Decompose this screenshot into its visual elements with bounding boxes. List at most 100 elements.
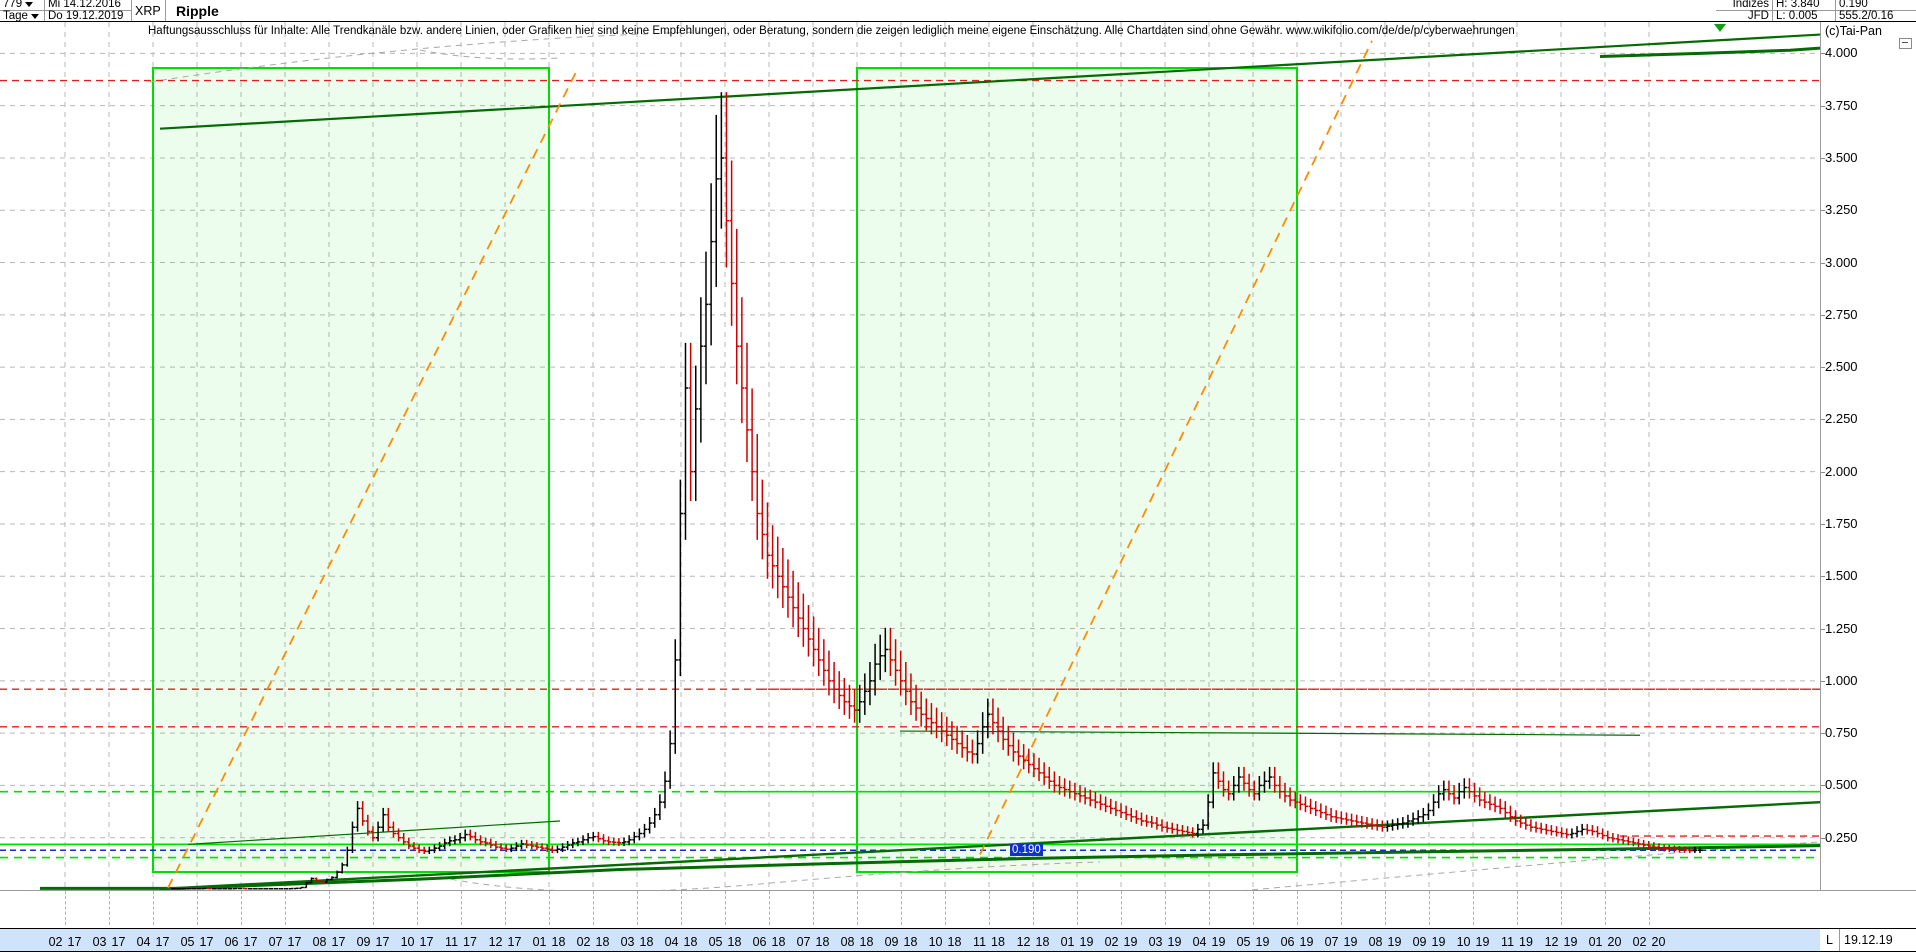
- time-tick-label: 10 19: [1456, 935, 1490, 949]
- time-tick-label: 06 19: [1280, 935, 1314, 949]
- time-tick-label: 11 19: [1501, 935, 1533, 949]
- price-tick-label: 3.000: [1825, 254, 1858, 270]
- time-tick-label: 08 17: [312, 935, 346, 949]
- time-tick-label: 04 17: [136, 935, 170, 949]
- time-tick-label: 02 17: [48, 935, 82, 949]
- last-date-label: 19.12.19: [1844, 933, 1893, 947]
- time-tick-mark: [1561, 891, 1563, 925]
- time-axis-corner: L 19.12.19: [1820, 890, 1916, 952]
- price-tick-label: 3.750: [1825, 97, 1858, 113]
- time-tick-mark: [1385, 891, 1387, 925]
- low-value: L: 0.005: [1776, 9, 1818, 22]
- time-tick-label: 12 17: [488, 935, 522, 949]
- time-tick-mark: [549, 891, 551, 925]
- time-tick-mark: [901, 891, 903, 925]
- price-tick-mark: [1821, 523, 1825, 525]
- time-tick-mark: [1649, 891, 1651, 925]
- price-tick-mark: [1821, 314, 1825, 316]
- page-title: Ripple: [166, 0, 1716, 21]
- price-axis[interactable]: (c)Tai-Pan 4.000 3.750 3.500 3.250 3.000 2.75…: [1820, 22, 1916, 890]
- time-tick-mark: [329, 891, 331, 925]
- time-tick-label: 03 19: [1148, 935, 1182, 949]
- time-tick-mark: [1253, 891, 1255, 925]
- time-tick-label: 01 19: [1060, 935, 1094, 949]
- symbol-cell[interactable]: XRP: [132, 0, 166, 21]
- time-tick-mark: [1473, 891, 1475, 925]
- time-tick-label: 08 18: [840, 935, 874, 949]
- period-unit-row[interactable]: Tage: [0, 9, 44, 22]
- symbol-label: XRP: [135, 3, 161, 18]
- time-axis-corner-band: L 19.12.19: [1820, 928, 1916, 952]
- price-tick-label: 3.500: [1825, 149, 1858, 165]
- price-tick-label: 0.750: [1825, 725, 1858, 741]
- time-tick-label: 06 18: [752, 935, 786, 949]
- time-axis-band[interactable]: 02 17 03 17 04 17 05 17 06 17 07 17 08 17 09 17 10 17 11 17…: [0, 928, 1820, 952]
- time-tick-mark: [769, 891, 771, 925]
- time-tick-label: 09 17: [356, 935, 390, 949]
- data-source: Indizes JFD: [1716, 0, 1773, 21]
- time-tick-mark: [681, 891, 683, 925]
- time-tick-mark: [109, 891, 111, 925]
- log-scale-button[interactable]: L: [1820, 929, 1840, 951]
- high-value: H: 3.840: [1773, 0, 1835, 11]
- time-tick-label: 02 18: [576, 935, 610, 949]
- date-from: Mi 14.12.2016: [45, 0, 131, 11]
- chevron-down-icon[interactable]: [30, 13, 39, 19]
- price-tick-mark: [1821, 785, 1825, 787]
- price-tick-mark: [1821, 733, 1825, 735]
- time-tick-mark: [989, 891, 991, 925]
- time-tick-mark: [505, 891, 507, 925]
- time-tick-label: 07 19: [1324, 935, 1358, 949]
- time-tick-label: 05 17: [180, 935, 214, 949]
- time-tick-mark: [1297, 891, 1299, 925]
- period-selector[interactable]: 779 Tage: [0, 0, 45, 21]
- chevron-down-icon[interactable]: [25, 2, 34, 7]
- price-tick-mark: [1821, 262, 1825, 264]
- time-tick-mark: [1517, 891, 1519, 925]
- price-tick-mark: [1821, 576, 1825, 578]
- time-tick-label: 09 18: [884, 935, 918, 949]
- time-tick-mark: [153, 891, 155, 925]
- axis-collapse-button[interactable]: [1899, 38, 1912, 49]
- time-tick-mark: [1341, 891, 1343, 925]
- price-tick-mark: [1821, 367, 1825, 369]
- time-tick-mark: [65, 891, 67, 925]
- time-tick-label: 10 18: [928, 935, 962, 949]
- price-tick-mark: [1821, 837, 1825, 839]
- time-tick-mark: [1209, 891, 1211, 925]
- watermark-label: (c)Tai-Pan: [1825, 24, 1882, 38]
- chart-plot-area[interactable]: [0, 22, 1820, 890]
- time-tick-label: 12 19: [1544, 935, 1578, 949]
- price-tick-label: 2.250: [1825, 411, 1858, 427]
- time-tick-label: 04 19: [1192, 935, 1226, 949]
- period-unit: Tage: [3, 9, 28, 22]
- chart-header-bar: 779 Tage Mi 14.12.2016 Do 19.12.2019 XRP…: [0, 0, 1916, 22]
- time-tick-mark: [857, 891, 859, 925]
- high-low-block: H: 3.840 L: 0.005: [1773, 0, 1836, 21]
- time-tick-label: 01 20: [1588, 935, 1622, 949]
- time-tick-label: 11 18: [973, 935, 1005, 949]
- price-tick-label: 2.500: [1825, 359, 1858, 375]
- price-tick-mark: [1821, 471, 1825, 473]
- price-tick-label: 2.000: [1825, 463, 1858, 479]
- chart-svg: [0, 22, 1820, 890]
- time-tick-label: 07 17: [268, 935, 302, 949]
- price-tick-label: 4.000: [1825, 45, 1858, 61]
- time-tick-label: 11 17: [445, 935, 477, 949]
- down-arrow-marker-icon: [1714, 24, 1726, 32]
- last-value: 0.190: [1836, 0, 1916, 11]
- time-tick-label: 04 18: [664, 935, 698, 949]
- price-tick-label: 1.750: [1825, 515, 1858, 531]
- price-tick-mark: [1821, 628, 1825, 630]
- time-axis[interactable]: 02 17 03 17 04 17 05 17 06 17 07 17 08 17 09 17 10 17 11 17…: [0, 890, 1820, 952]
- price-tick-label: 1.000: [1825, 672, 1858, 688]
- time-tick-mark: [285, 891, 287, 925]
- period-count-row[interactable]: 779: [0, 0, 44, 11]
- price-tick-label: 1.500: [1825, 568, 1858, 584]
- price-tick-label: 0.500: [1825, 777, 1858, 793]
- disclaimer-text: Haftungsausschluss für Inhalte: Alle Tre…: [148, 25, 1515, 37]
- time-tick-mark: [373, 891, 375, 925]
- time-tick-mark: [813, 891, 815, 925]
- date-range[interactable]: Mi 14.12.2016 Do 19.12.2019: [45, 0, 132, 21]
- time-tick-mark: [241, 891, 243, 925]
